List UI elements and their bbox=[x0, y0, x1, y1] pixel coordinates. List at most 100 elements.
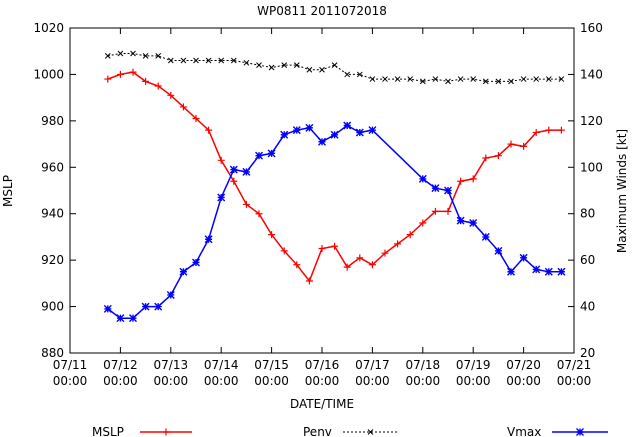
data-point-penv bbox=[508, 78, 514, 85]
data-point-vmax bbox=[204, 235, 213, 244]
data-point-penv bbox=[193, 57, 199, 64]
left-axis: 880 900 920 940 960 980 1000 1020 bbox=[33, 21, 76, 360]
data-point-vmax bbox=[242, 167, 251, 176]
y-tick-label: 900 bbox=[41, 300, 64, 314]
data-point-penv bbox=[293, 62, 300, 68]
legend-marker bbox=[576, 428, 584, 436]
y-tick-label: 960 bbox=[41, 160, 64, 174]
series-vmax bbox=[103, 121, 566, 323]
data-point-mslp bbox=[406, 231, 414, 239]
x-tick-label: 00:00 bbox=[406, 374, 441, 388]
x-tick-label: 00:00 bbox=[103, 374, 138, 388]
data-point-penv bbox=[482, 78, 489, 85]
x-tick-label: 07/14 bbox=[204, 358, 239, 372]
data-point-vmax bbox=[456, 216, 465, 225]
legend-label: MSLP bbox=[92, 425, 124, 437]
data-point-penv bbox=[230, 57, 237, 64]
data-point-penv bbox=[520, 76, 527, 82]
y2-axis-label: Maximum Winds [kt] bbox=[615, 129, 629, 253]
x-axis: 07/11 00:00 07/12 00:00 07/13 00:00 07/14 00:00… bbox=[53, 28, 591, 388]
data-point-penv bbox=[533, 76, 540, 82]
y2-tick-label: 160 bbox=[580, 21, 603, 35]
data-point-vmax bbox=[469, 219, 478, 227]
legend-label: Penv bbox=[303, 425, 332, 437]
data-point-vmax bbox=[116, 314, 125, 323]
series-layer bbox=[103, 50, 566, 323]
y-tick-label: 880 bbox=[41, 346, 64, 360]
data-point-penv bbox=[306, 66, 313, 73]
data-point-vmax bbox=[444, 186, 452, 195]
y2-tick-label: 60 bbox=[580, 253, 595, 267]
series-line-penv bbox=[107, 53, 562, 82]
data-point-mslp bbox=[205, 126, 213, 134]
data-point-mslp bbox=[545, 126, 553, 134]
data-point-mslp bbox=[192, 115, 200, 123]
x-tick-label: 00:00 bbox=[506, 374, 541, 388]
data-point-penv bbox=[344, 71, 351, 78]
data-point-mslp bbox=[394, 240, 402, 248]
x-tick-label: 07/20 bbox=[506, 358, 541, 372]
data-point-vmax bbox=[292, 126, 301, 135]
data-point-vmax bbox=[368, 126, 377, 135]
x-tick-label: 07/15 bbox=[254, 358, 289, 372]
data-point-mslp bbox=[469, 175, 477, 183]
data-point-penv bbox=[256, 62, 262, 68]
data-point-mslp bbox=[520, 142, 528, 150]
data-point-mslp bbox=[217, 156, 225, 164]
data-point-vmax bbox=[129, 314, 137, 323]
legend-marker bbox=[367, 429, 374, 435]
data-point-penv bbox=[356, 71, 363, 78]
data-point-penv bbox=[470, 76, 477, 82]
y-tick-label: 920 bbox=[41, 253, 64, 267]
data-point-vmax bbox=[318, 137, 326, 146]
x-tick-label: 00:00 bbox=[204, 374, 239, 388]
data-point-penv bbox=[432, 76, 439, 82]
data-point-mslp bbox=[507, 140, 515, 148]
data-point-mslp bbox=[293, 261, 301, 269]
right-axis: 20 40 60 80 100 120 140 160 bbox=[568, 21, 603, 360]
data-point-vmax bbox=[494, 246, 503, 255]
data-point-mslp bbox=[532, 128, 540, 136]
data-point-mslp bbox=[142, 77, 150, 85]
data-point-vmax bbox=[141, 302, 150, 311]
data-point-mslp bbox=[116, 70, 124, 78]
data-point-vmax bbox=[192, 258, 200, 267]
data-point-penv bbox=[445, 78, 451, 85]
data-point-penv bbox=[268, 64, 275, 71]
data-point-penv bbox=[319, 66, 325, 73]
y-tick-label: 980 bbox=[41, 114, 64, 128]
data-point-mslp bbox=[179, 103, 187, 111]
data-point-vmax bbox=[544, 267, 553, 276]
data-point-vmax bbox=[217, 193, 226, 202]
data-point-vmax bbox=[154, 302, 163, 311]
data-point-penv bbox=[419, 78, 426, 85]
legend: MSLP Penv Vmax bbox=[92, 425, 608, 437]
data-point-mslp bbox=[457, 177, 465, 185]
data-point-mslp bbox=[431, 207, 439, 215]
x-tick-label: 00:00 bbox=[456, 374, 491, 388]
data-point-penv bbox=[457, 76, 464, 82]
data-point-mslp bbox=[230, 177, 238, 185]
data-point-mslp bbox=[318, 245, 326, 253]
data-point-mslp bbox=[356, 254, 364, 262]
data-point-mslp bbox=[368, 261, 376, 269]
data-point-vmax bbox=[305, 123, 314, 132]
data-point-mslp bbox=[129, 68, 137, 76]
data-point-penv bbox=[218, 57, 225, 64]
y2-tick-label: 20 bbox=[580, 346, 595, 360]
data-point-penv bbox=[130, 50, 136, 57]
data-point-mslp bbox=[444, 207, 452, 215]
x-axis-label: DATE/TIME bbox=[290, 397, 354, 411]
y2-tick-label: 120 bbox=[580, 114, 603, 128]
data-point-mslp bbox=[381, 249, 389, 257]
data-point-vmax bbox=[280, 130, 289, 139]
x-tick-label: 07/12 bbox=[103, 358, 138, 372]
y2-tick-label: 100 bbox=[580, 160, 603, 174]
data-point-vmax bbox=[507, 267, 515, 276]
data-point-penv bbox=[180, 57, 187, 64]
data-point-penv bbox=[407, 76, 414, 82]
data-point-penv bbox=[382, 76, 388, 82]
data-point-penv bbox=[117, 50, 124, 57]
data-point-mslp bbox=[167, 91, 175, 99]
x-tick-label: 07/17 bbox=[355, 358, 390, 372]
